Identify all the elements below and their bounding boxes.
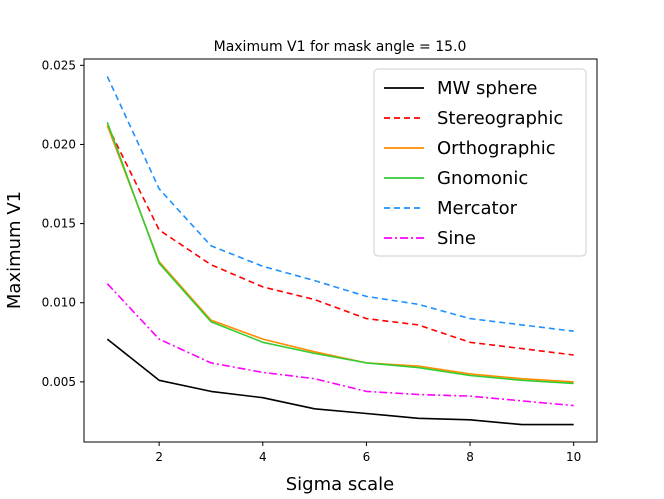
legend-label-stereographic: Stereographic	[437, 108, 563, 129]
x-tick-label: 10	[566, 450, 581, 464]
y-tick-label: 0.005	[42, 375, 76, 389]
y-axis-label: Maximum V1	[4, 191, 25, 309]
series-line-mw-sphere	[106, 338, 574, 426]
series-line-gnomonic	[106, 122, 574, 385]
x-tick-label: 6	[363, 450, 371, 464]
x-axis-ticks: 2 4 6 8 10	[155, 442, 581, 464]
x-tick-label: 4	[259, 450, 267, 464]
chart-title: Maximum V1 for mask angle = 15.0	[214, 39, 467, 55]
x-tick-label: 2	[155, 450, 163, 464]
legend-box	[373, 68, 587, 257]
legend-label-orthographic: Orthographic	[437, 138, 556, 159]
legend-entries: MW sphere Stereographic Orthographic Gnomon…	[384, 78, 563, 249]
legend-label-sine: Sine	[437, 228, 476, 249]
x-axis-label: Sigma scale	[286, 474, 395, 495]
legend-label-gnomonic: Gnomonic	[437, 168, 528, 189]
series-line-mercator	[106, 76, 574, 332]
series-line-sine	[106, 283, 574, 407]
legend-label-mercator: Mercator	[437, 198, 518, 219]
plot-series	[106, 76, 574, 426]
y-tick-label: 0.020	[42, 137, 76, 151]
y-axis-ticks: 0.005 0.010 0.015 0.020 0.025	[42, 58, 84, 389]
y-tick-label: 0.010	[42, 296, 76, 310]
legend: MW sphere Stereographic Orthographic Gnomon…	[373, 68, 587, 257]
y-tick-label: 0.025	[42, 58, 76, 72]
plot-frame	[83, 58, 598, 443]
y-tick-label: 0.015	[42, 217, 76, 231]
legend-label-mw-sphere: MW sphere	[437, 78, 537, 99]
x-tick-label: 8	[466, 450, 474, 464]
